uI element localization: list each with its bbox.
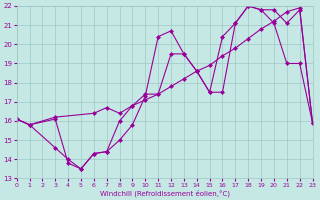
X-axis label: Windchill (Refroidissement éolien,°C): Windchill (Refroidissement éolien,°C) (100, 189, 229, 197)
